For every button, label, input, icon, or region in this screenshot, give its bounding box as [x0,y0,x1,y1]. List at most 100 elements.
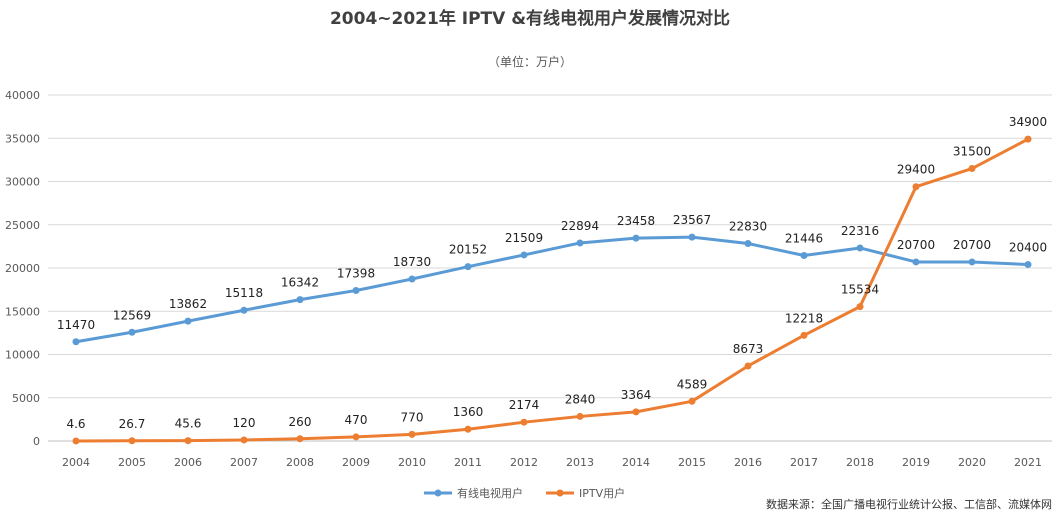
data-point [464,263,472,271]
data-point [744,362,752,370]
data-point [912,258,920,266]
data-point [520,251,528,259]
data-point [408,275,416,283]
x-tick-label: 2007 [230,456,258,469]
x-tick-label: 2017 [790,456,818,469]
data-label: 12569 [113,308,151,322]
x-tick-label: 2012 [510,456,538,469]
series-line-0 [75,235,1029,344]
legend-label: 有线电视用户 [457,486,523,500]
data-label: 34900 [1009,115,1047,129]
data-label: 22894 [561,219,599,233]
data-label: 8673 [733,342,764,356]
data-label: 260 [289,415,312,429]
data-point [464,425,472,433]
y-tick-label: 5000 [12,392,40,405]
data-point [1024,261,1032,269]
x-tick-label: 2006 [174,456,202,469]
data-label: 22316 [841,224,879,238]
data-label: 20700 [897,238,935,252]
data-label: 15118 [225,286,263,300]
data-label: 18730 [393,255,431,269]
data-point [800,251,808,259]
data-label: 20152 [449,243,487,257]
data-point [520,418,528,426]
x-tick-label: 2009 [342,456,370,469]
data-label: 22830 [729,220,767,234]
x-tick-label: 2021 [1014,456,1042,469]
data-point [968,258,976,266]
data-label: 23567 [673,213,711,227]
data-point [688,233,696,241]
data-point [352,433,360,441]
x-tick-label: 2014 [622,456,650,469]
x-tick-label: 2004 [62,456,90,469]
x-tick-label: 2013 [566,456,594,469]
data-point [912,183,920,191]
y-tick-label: 25000 [5,219,40,232]
data-point [1024,135,1032,143]
chart-subtitle: （单位：万户） [488,54,572,69]
x-tick-label: 2008 [286,456,314,469]
x-tick-label: 2011 [454,456,482,469]
data-point [632,234,640,242]
data-label: 12218 [785,311,823,325]
data-point [240,306,248,314]
data-point [128,437,136,445]
data-point [856,244,864,252]
x-tick-label: 2015 [678,456,706,469]
data-label: 23458 [617,214,655,228]
data-label: 4.6 [66,417,85,431]
data-label: 16342 [281,276,319,290]
data-point [576,412,584,420]
data-label: 21446 [785,231,823,245]
y-tick-label: 20000 [5,262,40,275]
data-label: 2174 [509,398,540,412]
data-label: 15534 [841,283,879,297]
data-point [744,240,752,248]
data-point [184,317,192,325]
data-label: 2840 [565,392,596,406]
data-label: 31500 [953,145,991,159]
y-tick-label: 30000 [5,176,40,189]
x-tick-label: 2018 [846,456,874,469]
data-point [688,397,696,405]
data-label: 20700 [953,238,991,252]
data-label: 770 [401,410,424,424]
data-point [128,328,136,336]
data-label: 45.6 [175,417,202,431]
data-point [968,165,976,173]
data-point [856,303,864,311]
data-point [72,338,80,346]
legend-marker [556,489,564,497]
x-tick-label: 2005 [118,456,146,469]
data-label: 4589 [677,377,708,391]
series-line-1 [75,137,1029,443]
data-point [352,287,360,295]
data-label: 17398 [337,267,375,281]
x-tick-label: 2016 [734,456,762,469]
data-point [72,437,80,445]
data-point [184,437,192,445]
x-tick-label: 2019 [902,456,930,469]
data-point [576,239,584,247]
chart-title: 2004~2021年 IPTV &有线电视用户发展情况对比 [330,8,730,29]
y-tick-label: 35000 [5,132,40,145]
data-point [408,430,416,438]
data-label: 29400 [897,163,935,177]
data-label: 21509 [505,231,543,245]
data-label: 120 [233,416,256,430]
data-label: 470 [345,413,368,427]
data-point [296,296,304,304]
data-label: 3364 [621,388,652,402]
y-tick-label: 40000 [5,89,40,102]
data-label: 11470 [57,318,95,332]
source-note: 数据来源：全国广播电视行业统计公报、工信部、流媒体网 [766,497,1052,511]
data-label: 26.7 [119,417,146,431]
legend-marker [434,489,442,497]
x-tick-label: 2010 [398,456,426,469]
data-point [240,436,248,444]
x-tick-label: 2020 [958,456,986,469]
data-point [800,331,808,339]
